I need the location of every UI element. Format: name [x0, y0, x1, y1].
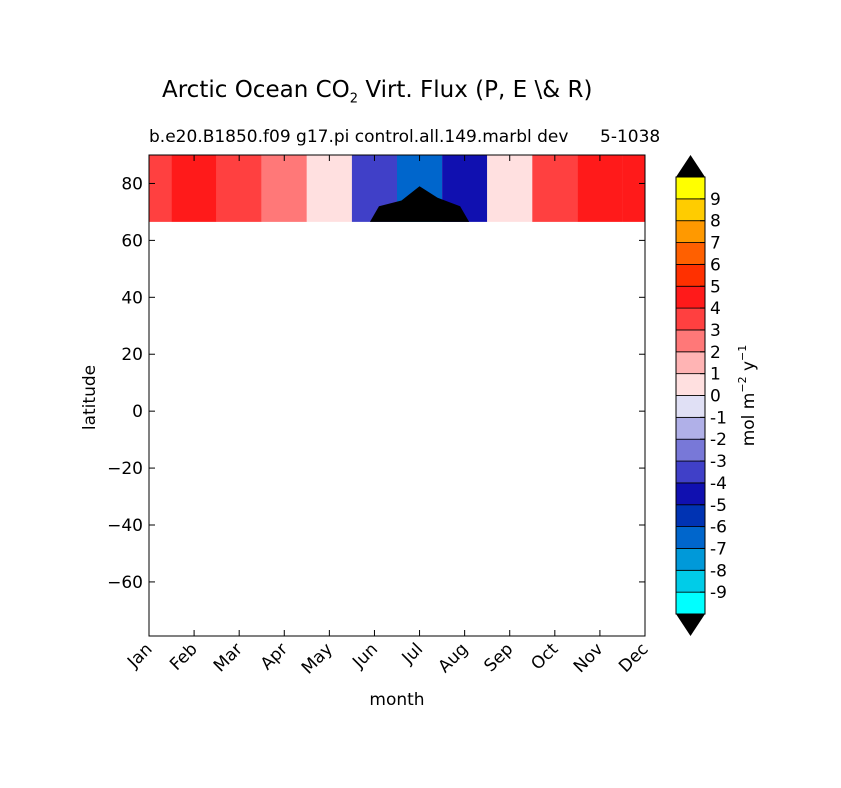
colorbar-extend-min — [676, 614, 705, 636]
colorbar-tick-label: -9 — [710, 583, 727, 603]
colorbar-swatch — [675, 263, 706, 287]
colorbar-swatch — [675, 438, 706, 462]
x-tick-label: Jun — [348, 639, 382, 673]
colorbar-swatch — [675, 482, 706, 506]
colorbar-swatch — [675, 198, 706, 222]
colorbar-tick-label: -7 — [710, 539, 727, 559]
y-tick-label: −40 — [107, 516, 143, 536]
colorbar-tick-label: 8 — [710, 212, 721, 232]
colorbar-swatch — [675, 395, 706, 418]
y-tick-label: −20 — [107, 459, 143, 479]
x-tick-label: Jul — [398, 639, 427, 668]
colorbar-tick-label: 4 — [710, 299, 721, 319]
plot-frame — [148, 154, 646, 637]
colorbar-tick-label: 0 — [710, 387, 721, 407]
colorbar-tick-label: -5 — [710, 496, 727, 516]
y-axis-label: latitude — [80, 365, 100, 430]
x-tick-label: Apr — [257, 639, 292, 674]
colorbar-swatch — [675, 504, 706, 528]
colorbar-tick-label: -4 — [710, 474, 727, 494]
flux-band-cell — [261, 155, 307, 222]
x-tick-label: May — [298, 639, 337, 678]
colorbar-extend-max — [676, 155, 705, 177]
x-tick-label: Mar — [210, 639, 247, 676]
land-mask — [369, 186, 470, 222]
colorbar-label: mol m−2 y−1 — [736, 345, 759, 447]
flux-band-cell — [622, 155, 645, 222]
x-tick-label: Feb — [166, 639, 201, 674]
flux-band-cell — [532, 155, 578, 222]
colorbar-tick-label: -8 — [710, 561, 727, 581]
chart-subtitle: b.e20.B1850.f09 g17.pi control.all.149.m… — [149, 127, 569, 147]
flux-band-cell — [216, 155, 262, 222]
y-tick-label: 0 — [132, 402, 143, 422]
colorbar-swatch — [675, 548, 706, 571]
colorbar-tick-label: -6 — [710, 518, 727, 538]
colorbar-swatch — [675, 416, 706, 440]
colorbar-tick-label: -1 — [710, 408, 727, 428]
flux-band-cell — [306, 155, 352, 222]
colorbar-swatch — [675, 242, 706, 265]
colorbar-swatch — [675, 329, 706, 353]
x-tick-label: Jan — [123, 639, 156, 672]
colorbar-swatch — [675, 285, 706, 309]
y-tick-label: 40 — [121, 288, 143, 308]
colorbar-swatch — [675, 220, 706, 243]
colorbar-tick-label: 2 — [710, 343, 721, 363]
flux-band-cell — [487, 155, 533, 222]
colorbar-tick-label: 7 — [710, 234, 721, 254]
y-tick-label: −60 — [107, 573, 143, 593]
colorbar-swatch — [675, 373, 706, 396]
colorbar-swatch — [675, 460, 706, 484]
colorbar-tick-label: 6 — [710, 255, 721, 275]
colorbar-tick-label: 3 — [710, 321, 721, 341]
colorbar-swatch — [675, 569, 706, 593]
colorbar-tick-label: 5 — [710, 277, 721, 297]
chart-subtitle-right: 5-1038 — [600, 127, 661, 147]
colorbar-tick-label: 1 — [710, 365, 721, 385]
chart-title: Arctic Ocean CO2 Virt. Flux (P, E \& R) — [162, 77, 593, 107]
colorbar-swatch — [675, 176, 706, 200]
y-tick-label: 80 — [121, 174, 143, 194]
colorbar-tick-label: 9 — [710, 190, 721, 210]
colorbar-swatch — [675, 526, 706, 549]
y-tick-label: 60 — [121, 231, 143, 251]
flux-band-cell — [577, 155, 623, 222]
x-axis-label: month — [369, 690, 424, 710]
colorbar-tick-label: -3 — [710, 452, 727, 472]
x-tick-label: Oct — [527, 639, 562, 674]
x-tick-label: Aug — [435, 639, 473, 677]
x-tick-label: Sep — [480, 639, 517, 676]
colorbar-tick-label: -2 — [710, 430, 727, 450]
flux-band-cell — [171, 155, 217, 222]
x-tick-label: Dec — [615, 639, 652, 676]
y-tick-label: 20 — [121, 345, 143, 365]
x-tick-label: Nov — [570, 639, 608, 677]
colorbar-swatch — [675, 591, 706, 615]
colorbar-swatch — [675, 307, 706, 331]
colorbar-swatch — [675, 351, 706, 375]
flux-band-cell — [149, 155, 172, 222]
